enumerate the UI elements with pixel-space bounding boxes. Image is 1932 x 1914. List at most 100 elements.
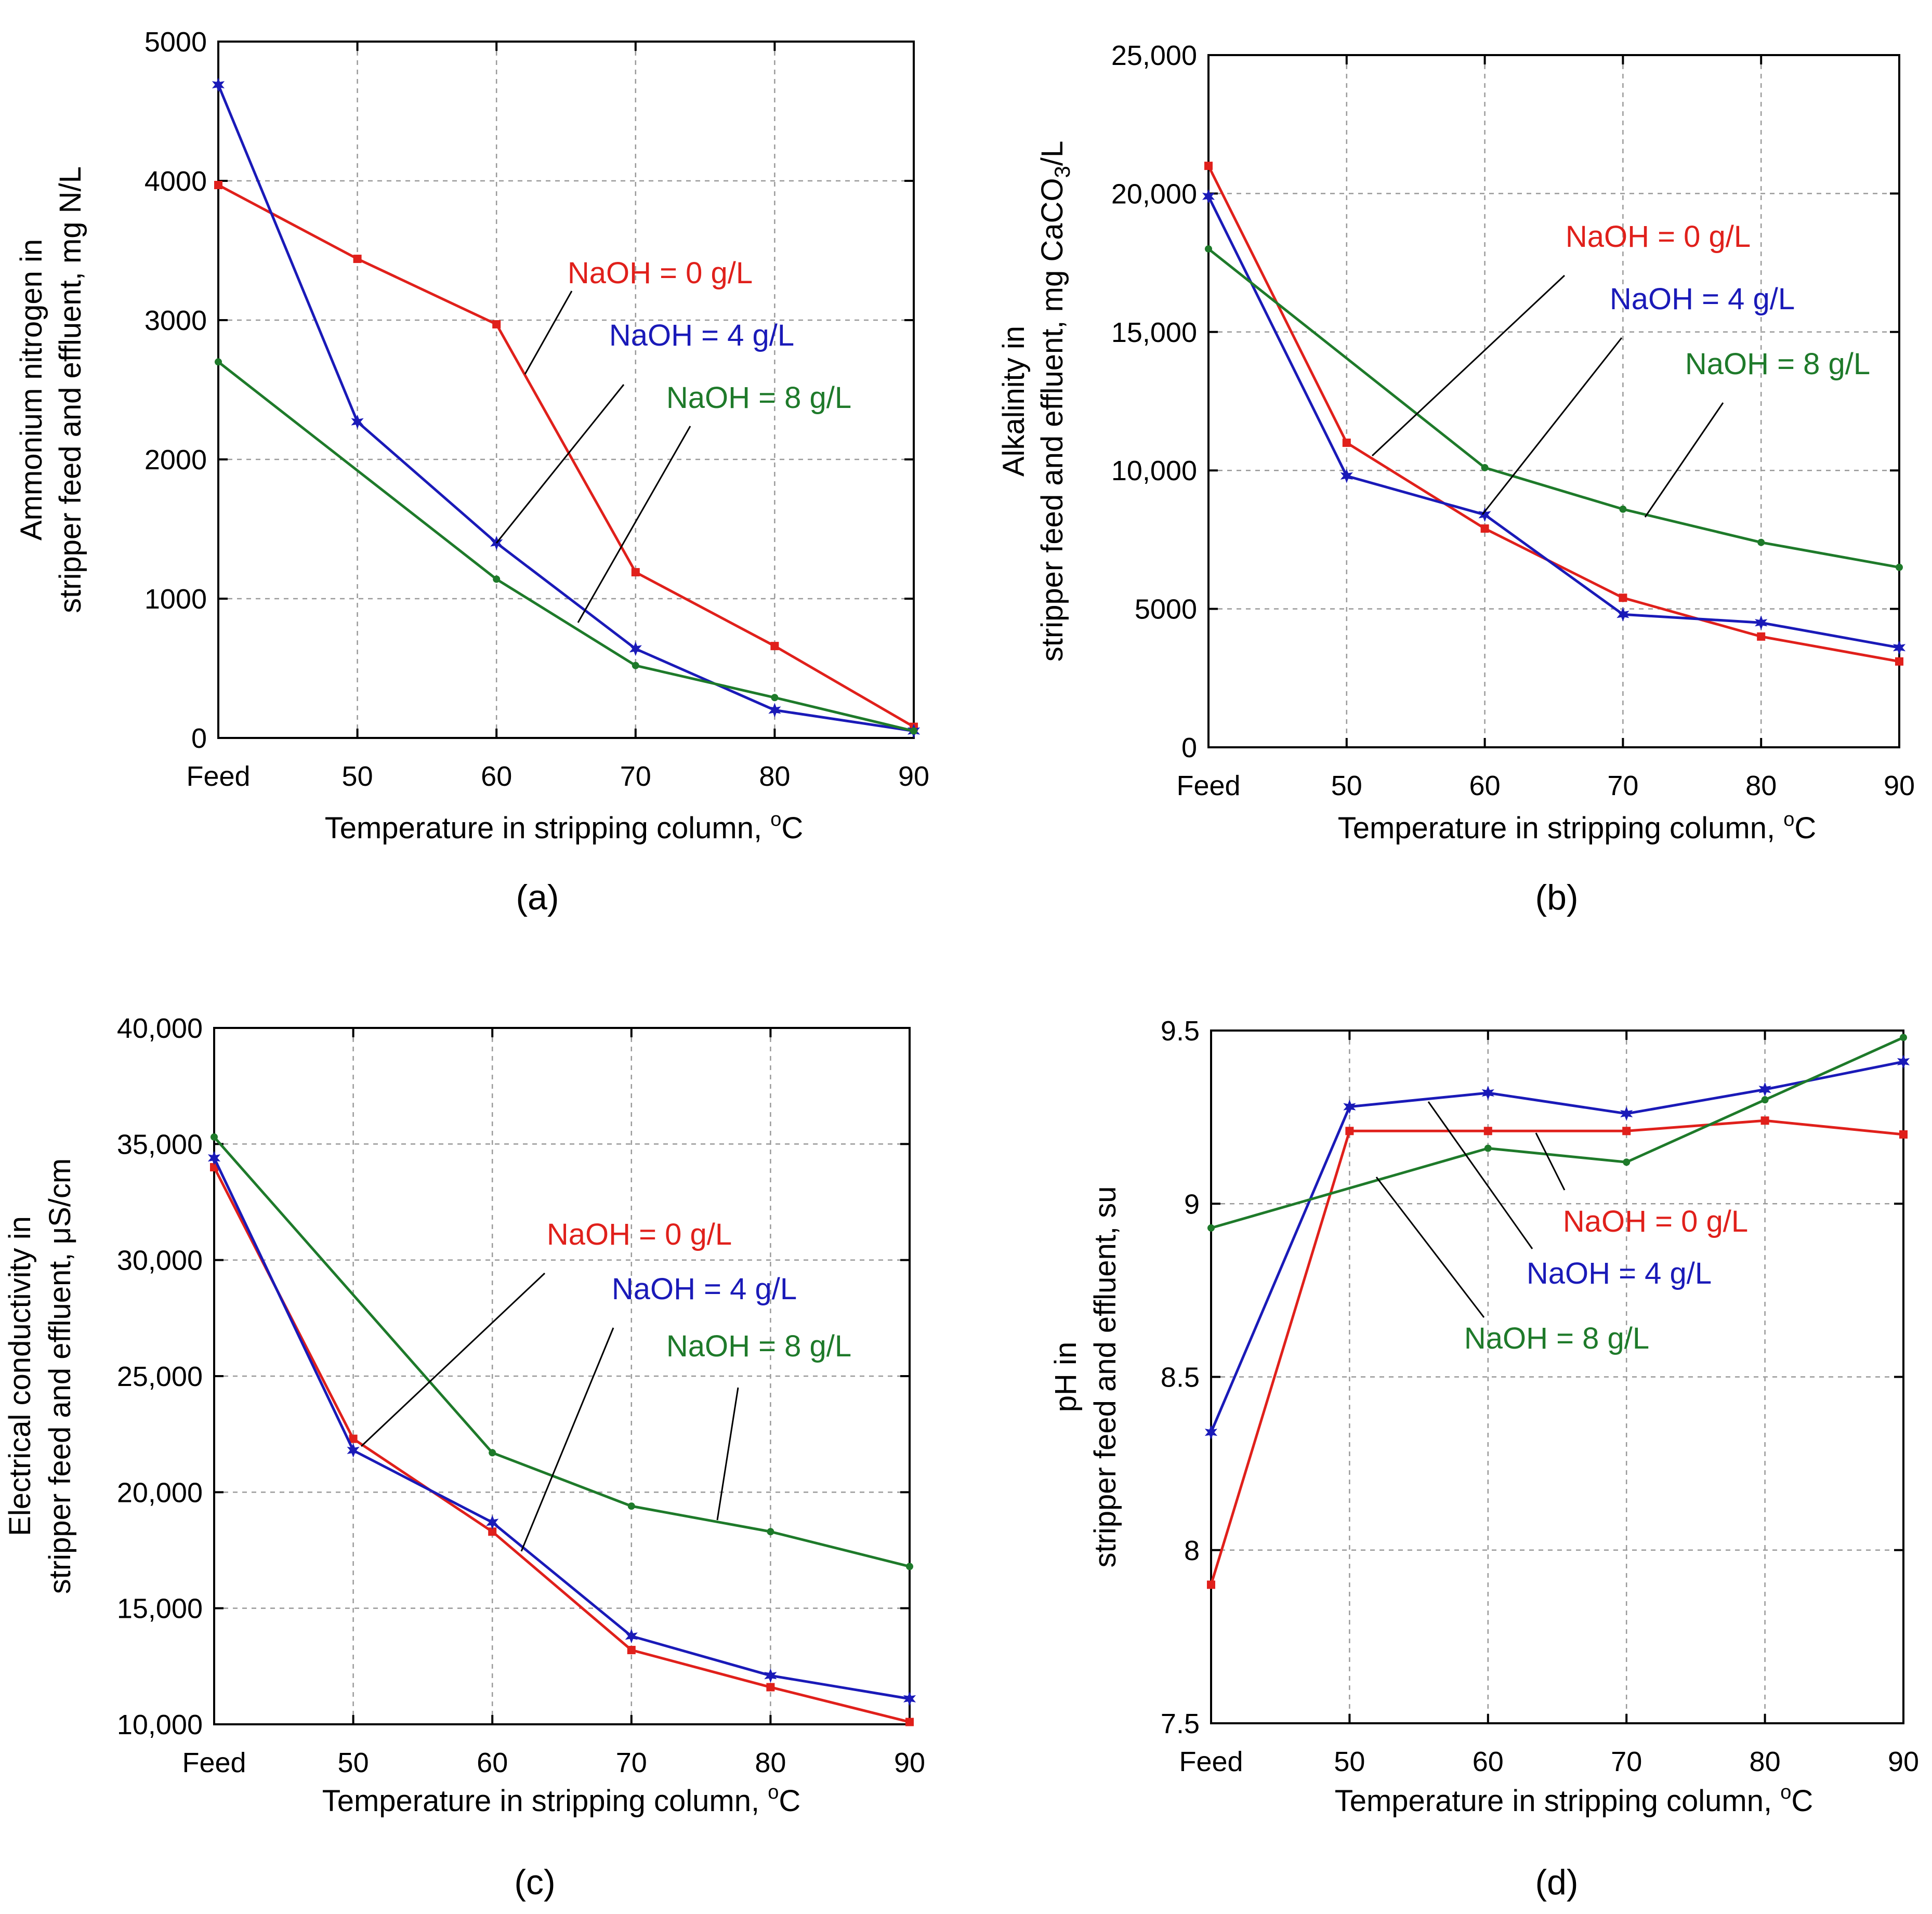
data-point: [768, 703, 781, 718]
series-line-naoh-0: [217, 183, 915, 728]
y-tick-label: 20,000: [1111, 178, 1197, 209]
x-tick-label: 70: [1611, 1746, 1642, 1777]
x-axis-title: Temperature in stripping column, oC: [325, 809, 804, 845]
panel-a: 0 1000 2000 3000 4000 5000 Feed 50 60 70 80 90 Tempe…: [15, 27, 929, 917]
y-tick-label: 40,000: [117, 1013, 203, 1044]
leader-line: [1371, 274, 1566, 457]
x-tick-label: Feed: [1176, 770, 1240, 801]
x-tick-label: 70: [620, 761, 651, 792]
data-point: [1895, 657, 1903, 666]
data-point: [1760, 1116, 1769, 1125]
series-line-naoh-0: [1207, 165, 1900, 663]
data-point: [1761, 1096, 1769, 1104]
series-label: NaOH = 8 g/L: [1464, 1322, 1649, 1355]
x-tick-label: 60: [481, 761, 512, 792]
panel-caption: (a): [516, 878, 559, 917]
x-tick-label: 50: [342, 761, 373, 792]
y-axis-title: Alkalinity in: [997, 326, 1031, 477]
y-tick-label: 9.5: [1161, 1015, 1200, 1047]
data-point: [1205, 245, 1212, 253]
degree-superscript: o: [768, 1781, 779, 1803]
x-tick-label: 90: [1884, 770, 1915, 801]
series-line-naoh-4: [217, 84, 914, 733]
y-axis-title: stripper feed and effluent, mg CaCO3/L: [1035, 141, 1074, 662]
y-tick-label: 4000: [144, 166, 207, 197]
y-axis-title: Ammonium nitrogen in: [15, 239, 48, 540]
y-tick-label: 9: [1184, 1189, 1200, 1220]
plot-frame: [1207, 54, 1900, 748]
leader-line: [1375, 1177, 1485, 1318]
unit: /L: [1035, 141, 1069, 166]
y-tick-label: 0: [1181, 732, 1197, 763]
series-line-naoh-8: [1211, 1036, 1904, 1230]
data-point: [771, 694, 779, 702]
data-point: [1900, 1034, 1907, 1041]
data-point: [1623, 1158, 1631, 1166]
leader-line: [716, 1387, 739, 1521]
data-point: [215, 358, 222, 366]
series-label: NaOH = 8 g/L: [1685, 347, 1870, 381]
series-label: NaOH = 0 g/L: [1566, 220, 1751, 254]
data-point: [492, 320, 501, 329]
series-label: NaOH = 8 g/L: [666, 381, 851, 415]
data-point: [1478, 507, 1491, 522]
series-label: NaOH = 4 g/L: [1527, 1257, 1712, 1290]
data-point: [1896, 563, 1903, 571]
panel-d: 7.5 8 8.5 9 9.5 Feed 50 60 70 80 90 Temperature in …: [1049, 1015, 1919, 1902]
data-point: [214, 181, 222, 190]
y-tick-label: 1000: [144, 584, 207, 615]
x-axis-title: Temperature in stripping column, oC: [1335, 1781, 1813, 1818]
y-tick-label: 10,000: [1111, 455, 1197, 486]
x-tick-label: 90: [1888, 1746, 1919, 1777]
series-label: NaOH = 0 g/L: [568, 256, 753, 290]
data-point: [910, 727, 917, 735]
series-line-naoh-0: [213, 1166, 910, 1723]
x-tick-label: 80: [755, 1747, 786, 1778]
series-label: NaOH = 8 g/L: [666, 1329, 851, 1363]
data-point: [347, 1443, 360, 1458]
data-point: [1204, 1425, 1218, 1440]
x-axis-title: Temperature in stripping column, oC: [322, 1781, 801, 1818]
series-label: NaOH = 0 g/L: [547, 1218, 732, 1251]
data-point: [211, 1133, 218, 1141]
series-line-naoh-8: [217, 361, 914, 733]
data-point: [212, 77, 225, 93]
data-point: [1340, 468, 1353, 483]
unit-c: C: [779, 1784, 800, 1818]
panel-b: 0 5000 10,000 15,000 20,000 25,000 Feed 50 60 70 8…: [997, 40, 1915, 917]
data-point: [629, 641, 642, 656]
unit-c: C: [781, 811, 803, 845]
y-tick-label: 10,000: [117, 1709, 203, 1740]
unit-c: C: [1794, 811, 1816, 845]
series-line-naoh-0: [1210, 1119, 1904, 1586]
y-tick-label: 15,000: [1111, 317, 1197, 348]
data-point: [1620, 1106, 1633, 1121]
x-tick-label: 90: [894, 1747, 925, 1778]
data-point: [627, 1502, 635, 1510]
data-point: [905, 1718, 914, 1726]
x-tick-label: 80: [1750, 1746, 1781, 1777]
leader-line: [1481, 337, 1623, 515]
series-label: NaOH = 4 g/L: [609, 319, 794, 352]
y-axis-title: stripper feed and effluent, μS/cm: [43, 1158, 77, 1594]
data-point: [1207, 1224, 1215, 1232]
data-point: [1481, 1086, 1494, 1100]
data-point: [1480, 524, 1489, 533]
leader-line: [577, 426, 691, 623]
x-axis-title: Temperature in stripping column, oC: [1338, 809, 1817, 845]
x-tick-label: Feed: [186, 761, 250, 792]
x-tick-label: 80: [1745, 770, 1777, 801]
data-point: [1757, 538, 1765, 546]
unit-c: C: [1791, 1784, 1813, 1818]
leader-line: [1644, 402, 1724, 518]
leader-line: [1535, 1132, 1566, 1191]
y-tick-label: 15,000: [117, 1593, 203, 1625]
x-tick-label: 50: [1334, 1746, 1365, 1777]
data-point: [1619, 593, 1627, 602]
data-point: [906, 1563, 913, 1570]
data-point: [1202, 189, 1215, 204]
y-tick-label: 25,000: [117, 1361, 203, 1392]
data-point: [1342, 438, 1351, 447]
series-label: NaOH = 0 g/L: [1563, 1205, 1748, 1238]
